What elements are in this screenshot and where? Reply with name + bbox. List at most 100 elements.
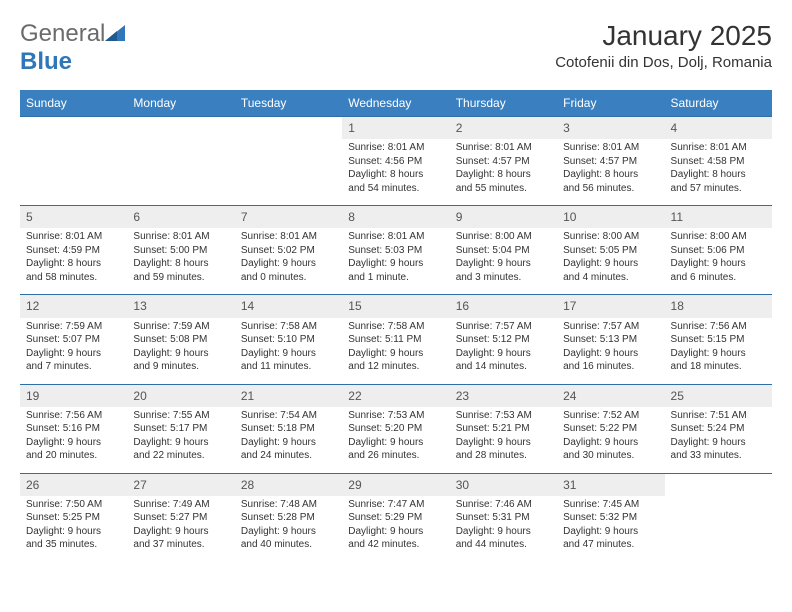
brand-logo: GeneralBlue <box>20 20 125 76</box>
daylight-line-2: and 0 minutes. <box>241 271 336 285</box>
sunset-line: Sunset: 5:04 PM <box>456 244 551 258</box>
sunrise-line: Sunrise: 8:01 AM <box>348 141 443 155</box>
daylight-line-2: and 37 minutes. <box>133 538 228 552</box>
daylight-line-1: Daylight: 9 hours <box>348 257 443 271</box>
day-number-row: 19202122232425 <box>20 384 772 407</box>
daylight-line-2: and 9 minutes. <box>133 360 228 374</box>
sunrise-line: Sunrise: 7:51 AM <box>671 409 766 423</box>
daylight-line-1: Daylight: 9 hours <box>241 347 336 361</box>
sunset-line: Sunset: 5:07 PM <box>26 333 121 347</box>
day-content-cell: Sunrise: 8:01 AMSunset: 4:57 PMDaylight:… <box>557 139 664 206</box>
daylight-line-1: Daylight: 9 hours <box>563 436 658 450</box>
weekday-header: Thursday <box>450 90 557 117</box>
day-content-cell <box>20 139 127 206</box>
daylight-line-2: and 57 minutes. <box>671 182 766 196</box>
sunrise-line: Sunrise: 7:57 AM <box>563 320 658 334</box>
sunrise-line: Sunrise: 7:56 AM <box>26 409 121 423</box>
daylight-line-1: Daylight: 9 hours <box>456 347 551 361</box>
daylight-line-1: Daylight: 8 hours <box>26 257 121 271</box>
daylight-line-2: and 58 minutes. <box>26 271 121 285</box>
calendar-body: 1234Sunrise: 8:01 AMSunset: 4:56 PMDayli… <box>20 117 772 562</box>
daylight-line-2: and 59 minutes. <box>133 271 228 285</box>
sunrise-line: Sunrise: 7:59 AM <box>26 320 121 334</box>
page-header: GeneralBlue January 2025 Cotofenii din D… <box>20 20 772 76</box>
daylight-line-1: Daylight: 8 hours <box>348 168 443 182</box>
daylight-line-2: and 33 minutes. <box>671 449 766 463</box>
sunset-line: Sunset: 5:20 PM <box>348 422 443 436</box>
daylight-line-2: and 40 minutes. <box>241 538 336 552</box>
day-content-cell: Sunrise: 7:45 AMSunset: 5:32 PMDaylight:… <box>557 496 664 562</box>
day-number-cell: 18 <box>665 295 772 318</box>
day-content-cell: Sunrise: 7:48 AMSunset: 5:28 PMDaylight:… <box>235 496 342 562</box>
calendar-table: SundayMondayTuesdayWednesdayThursdayFrid… <box>20 90 772 562</box>
day-content-cell: Sunrise: 8:01 AMSunset: 5:02 PMDaylight:… <box>235 228 342 295</box>
sunset-line: Sunset: 5:18 PM <box>241 422 336 436</box>
sunrise-line: Sunrise: 8:00 AM <box>456 230 551 244</box>
sunrise-line: Sunrise: 7:48 AM <box>241 498 336 512</box>
sunset-line: Sunset: 5:25 PM <box>26 511 121 525</box>
sunrise-line: Sunrise: 8:01 AM <box>133 230 228 244</box>
weekday-header: Tuesday <box>235 90 342 117</box>
weekday-header: Sunday <box>20 90 127 117</box>
day-number-cell: 2 <box>450 117 557 140</box>
sunset-line: Sunset: 5:17 PM <box>133 422 228 436</box>
sunset-line: Sunset: 5:32 PM <box>563 511 658 525</box>
day-content-row: Sunrise: 8:01 AMSunset: 4:59 PMDaylight:… <box>20 228 772 295</box>
day-content-cell: Sunrise: 8:00 AMSunset: 5:05 PMDaylight:… <box>557 228 664 295</box>
day-number-cell: 13 <box>127 295 234 318</box>
day-content-cell: Sunrise: 8:01 AMSunset: 5:03 PMDaylight:… <box>342 228 449 295</box>
sunrise-line: Sunrise: 7:58 AM <box>241 320 336 334</box>
day-number-cell: 10 <box>557 206 664 229</box>
daylight-line-2: and 22 minutes. <box>133 449 228 463</box>
sunrise-line: Sunrise: 8:01 AM <box>26 230 121 244</box>
day-number-cell: 28 <box>235 473 342 496</box>
day-number-cell: 14 <box>235 295 342 318</box>
day-number-cell: 5 <box>20 206 127 229</box>
sunset-line: Sunset: 4:57 PM <box>563 155 658 169</box>
daylight-line-1: Daylight: 9 hours <box>563 257 658 271</box>
day-number-cell <box>127 117 234 140</box>
sunset-line: Sunset: 5:05 PM <box>563 244 658 258</box>
sunrise-line: Sunrise: 7:55 AM <box>133 409 228 423</box>
day-content-row: Sunrise: 8:01 AMSunset: 4:56 PMDaylight:… <box>20 139 772 206</box>
day-number-cell: 1 <box>342 117 449 140</box>
day-content-cell: Sunrise: 8:01 AMSunset: 4:57 PMDaylight:… <box>450 139 557 206</box>
day-content-cell: Sunrise: 7:47 AMSunset: 5:29 PMDaylight:… <box>342 496 449 562</box>
daylight-line-1: Daylight: 9 hours <box>671 257 766 271</box>
weekday-header-row: SundayMondayTuesdayWednesdayThursdayFrid… <box>20 90 772 117</box>
daylight-line-1: Daylight: 8 hours <box>671 168 766 182</box>
daylight-line-1: Daylight: 8 hours <box>456 168 551 182</box>
sunset-line: Sunset: 4:58 PM <box>671 155 766 169</box>
day-number-cell: 6 <box>127 206 234 229</box>
day-number-cell: 30 <box>450 473 557 496</box>
sunset-line: Sunset: 5:27 PM <box>133 511 228 525</box>
day-content-cell: Sunrise: 7:53 AMSunset: 5:20 PMDaylight:… <box>342 407 449 474</box>
sunset-line: Sunset: 5:31 PM <box>456 511 551 525</box>
day-number-cell: 19 <box>20 384 127 407</box>
daylight-line-1: Daylight: 9 hours <box>241 525 336 539</box>
daylight-line-2: and 26 minutes. <box>348 449 443 463</box>
daylight-line-1: Daylight: 9 hours <box>133 347 228 361</box>
sunset-line: Sunset: 4:57 PM <box>456 155 551 169</box>
sunrise-line: Sunrise: 7:53 AM <box>456 409 551 423</box>
daylight-line-2: and 11 minutes. <box>241 360 336 374</box>
sunrise-line: Sunrise: 7:46 AM <box>456 498 551 512</box>
day-content-row: Sunrise: 7:56 AMSunset: 5:16 PMDaylight:… <box>20 407 772 474</box>
sunset-line: Sunset: 5:13 PM <box>563 333 658 347</box>
daylight-line-1: Daylight: 9 hours <box>563 525 658 539</box>
day-content-cell: Sunrise: 8:01 AMSunset: 4:59 PMDaylight:… <box>20 228 127 295</box>
day-content-cell: Sunrise: 8:00 AMSunset: 5:04 PMDaylight:… <box>450 228 557 295</box>
day-number-row: 567891011 <box>20 206 772 229</box>
daylight-line-2: and 30 minutes. <box>563 449 658 463</box>
sunrise-line: Sunrise: 8:01 AM <box>456 141 551 155</box>
daylight-line-2: and 16 minutes. <box>563 360 658 374</box>
sunrise-line: Sunrise: 7:54 AM <box>241 409 336 423</box>
sunrise-line: Sunrise: 8:01 AM <box>671 141 766 155</box>
daylight-line-2: and 42 minutes. <box>348 538 443 552</box>
daylight-line-1: Daylight: 9 hours <box>456 257 551 271</box>
day-number-row: 1234 <box>20 117 772 140</box>
daylight-line-1: Daylight: 9 hours <box>133 525 228 539</box>
weekday-header: Monday <box>127 90 234 117</box>
sunrise-line: Sunrise: 7:49 AM <box>133 498 228 512</box>
day-number-cell: 8 <box>342 206 449 229</box>
